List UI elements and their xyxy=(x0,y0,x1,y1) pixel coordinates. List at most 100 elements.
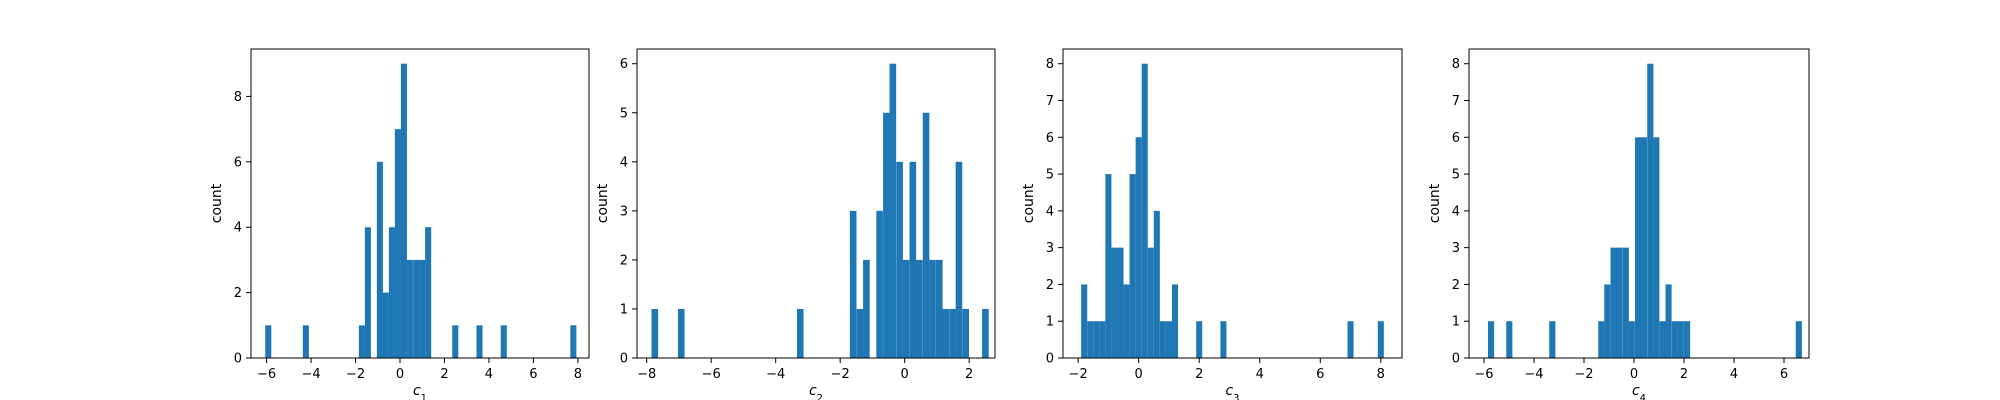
x-tick-label: −4 xyxy=(301,367,320,382)
x-tick-label: −2 xyxy=(831,367,850,382)
x-tick-label: 0 xyxy=(1135,367,1143,382)
histogram-bar xyxy=(452,325,459,358)
y-tick-label: 4 xyxy=(1046,204,1054,219)
y-tick-label: 8 xyxy=(1046,57,1054,72)
y-tick-label: 2 xyxy=(620,253,628,268)
y-tick-label: 3 xyxy=(1046,241,1054,256)
histogram-bar xyxy=(922,112,930,358)
y-tick-label: 5 xyxy=(1046,168,1054,183)
histogram-bar xyxy=(476,325,483,358)
histogram-bar xyxy=(388,227,395,358)
histogram-bar xyxy=(1598,321,1605,358)
axes-frame xyxy=(1062,48,1403,359)
histogram-bar xyxy=(1795,321,1802,358)
histogram-bar xyxy=(1087,321,1094,358)
y-tick-label: 3 xyxy=(620,204,628,219)
y-tick-label: 1 xyxy=(1452,315,1460,330)
y-tick-label: 5 xyxy=(1452,168,1460,183)
axes-frame xyxy=(636,48,996,359)
histogram-bar xyxy=(1377,321,1384,358)
y-tick-label: 7 xyxy=(1452,94,1460,109)
y-tick-label: 2 xyxy=(1046,278,1054,293)
histogram-bar xyxy=(500,325,507,358)
histogram-bar xyxy=(1093,321,1100,358)
histogram-bar xyxy=(1488,321,1495,358)
histogram-bar xyxy=(1616,247,1623,358)
histogram-bar xyxy=(358,325,365,358)
histogram-bar xyxy=(570,325,577,358)
y-tick-label: 3 xyxy=(1452,241,1460,256)
x-tick-label: 4 xyxy=(485,367,493,382)
histogram-bar xyxy=(929,259,936,358)
x-axis-label-subscript: 2 xyxy=(817,393,823,400)
histogram-bar xyxy=(1347,321,1354,358)
histogram-bar xyxy=(1635,137,1642,358)
y-axis-label: count xyxy=(595,183,611,223)
histogram-bar xyxy=(1165,321,1172,358)
y-tick-label: 0 xyxy=(1046,352,1054,367)
x-tick-label: 2 xyxy=(1195,367,1203,382)
histogram-bar xyxy=(1117,247,1124,358)
histogram-bar xyxy=(949,308,956,358)
histogram-bar xyxy=(1549,321,1556,358)
y-tick-label: 4 xyxy=(1452,204,1460,219)
histogram-bar xyxy=(1111,247,1118,358)
histogram-bar xyxy=(1659,321,1666,358)
histogram-bar xyxy=(1171,284,1179,358)
y-tick-label: 0 xyxy=(234,352,242,367)
y-tick-label: 2 xyxy=(1452,278,1460,293)
histogram-bar xyxy=(1671,321,1678,358)
histogram-bar xyxy=(849,210,857,358)
histogram-bar xyxy=(1220,321,1227,358)
x-tick-label: 2 xyxy=(440,367,448,382)
histogram-bar xyxy=(265,325,272,358)
x-tick-label: −6 xyxy=(1474,367,1493,382)
x-tick-label: 8 xyxy=(1377,367,1385,382)
y-tick-label: 7 xyxy=(1046,94,1054,109)
histogram-bar xyxy=(364,227,371,358)
y-axis-label: count xyxy=(1427,183,1443,223)
x-axis-label-subscript: 1 xyxy=(421,393,427,400)
histogram-bar xyxy=(1123,284,1130,358)
histogram-bar xyxy=(1129,174,1136,358)
x-tick-label: −6 xyxy=(257,367,276,382)
histogram-bar xyxy=(1081,284,1088,358)
x-tick-label: 6 xyxy=(1316,367,1324,382)
y-tick-label: 4 xyxy=(234,221,242,236)
histogram-bar xyxy=(1641,137,1648,358)
x-tick-label: 0 xyxy=(1630,367,1638,382)
x-tick-label: 0 xyxy=(396,367,404,382)
x-tick-label: 4 xyxy=(1730,367,1738,382)
histogram-bar xyxy=(1653,137,1660,358)
y-tick-label: 0 xyxy=(620,352,628,367)
histogram-bar xyxy=(1684,321,1691,358)
histogram-bar xyxy=(1153,210,1160,358)
y-tick-label: 1 xyxy=(1046,315,1054,330)
x-axis-label-subscript: 3 xyxy=(1233,393,1239,400)
histogram-bar xyxy=(413,259,420,358)
histogram-bar xyxy=(1506,321,1513,358)
histogram-bar xyxy=(856,308,864,358)
histogram-bar xyxy=(1135,137,1142,358)
histogram-bar xyxy=(1159,321,1166,358)
y-tick-label: 6 xyxy=(234,155,242,170)
x-tick-label: −2 xyxy=(1069,367,1088,382)
histogram-bar xyxy=(1647,63,1654,359)
x-tick-label: 0 xyxy=(901,367,909,382)
x-tick-label: −8 xyxy=(637,367,656,382)
histogram-bar xyxy=(406,259,413,358)
x-tick-label: −6 xyxy=(702,367,721,382)
x-tick-label: −2 xyxy=(346,367,365,382)
y-axis-label: count xyxy=(209,183,225,223)
y-tick-label: 0 xyxy=(1452,352,1460,367)
y-tick-label: 5 xyxy=(620,106,628,121)
histogram-bar xyxy=(889,63,897,359)
histogram-bar xyxy=(982,308,989,358)
histogram-bar xyxy=(382,292,389,358)
x-tick-label: −2 xyxy=(1574,367,1593,382)
histogram-bar xyxy=(896,161,903,358)
